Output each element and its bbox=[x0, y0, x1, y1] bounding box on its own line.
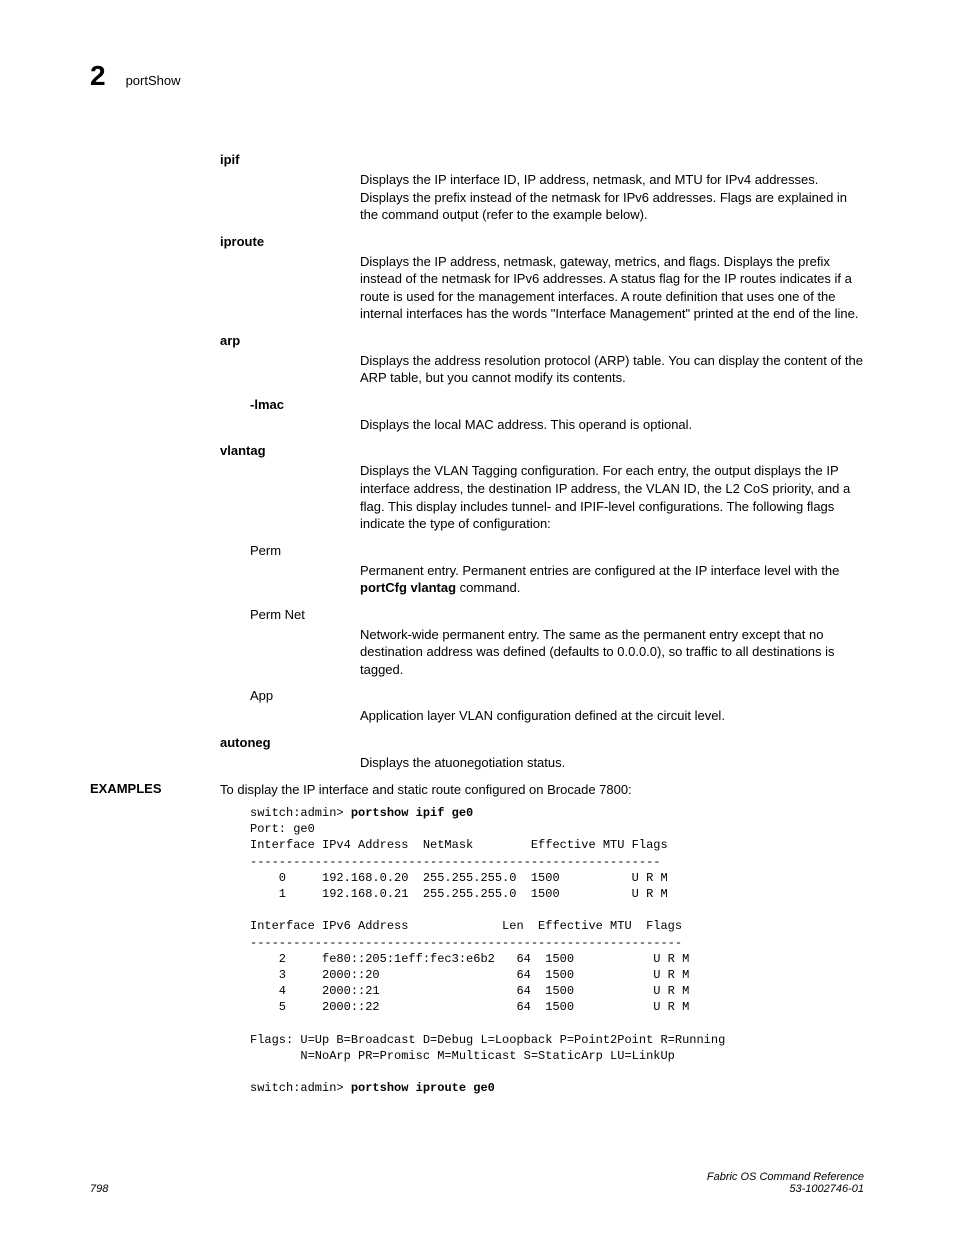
entry-perm: Perm Permanent entry. Permanent entries … bbox=[220, 543, 864, 597]
entry-perm-net: Perm Net Network-wide permanent entry. T… bbox=[220, 607, 864, 679]
page-header: 2 portShow bbox=[90, 60, 864, 92]
command: portshow iproute ge0 bbox=[351, 1081, 495, 1095]
entry-iproute: iproute Displays the IP address, netmask… bbox=[220, 234, 864, 323]
examples-intro: To display the IP interface and static r… bbox=[220, 781, 632, 799]
output: Port: ge0 Interface IPv4 Address NetMask… bbox=[250, 822, 725, 1063]
prompt: switch:admin> bbox=[250, 1081, 351, 1095]
prompt: switch:admin> bbox=[250, 806, 351, 820]
entry-app: App Application layer VLAN configuration… bbox=[220, 688, 864, 725]
term-definition: Displays the address resolution protocol… bbox=[360, 352, 864, 387]
term-definition: Application layer VLAN configuration def… bbox=[360, 707, 864, 725]
content-area: ipif Displays the IP interface ID, IP ad… bbox=[220, 152, 864, 1096]
term-label: -lmac bbox=[250, 397, 864, 412]
def-prefix: Permanent entry. Permanent entries are c… bbox=[360, 563, 839, 578]
term-definition: Displays the atuonegotiation status. bbox=[360, 754, 864, 772]
term-label: arp bbox=[220, 333, 864, 348]
term-definition: Permanent entry. Permanent entries are c… bbox=[360, 562, 864, 597]
entry-autoneg: autoneg Displays the atuonegotiation sta… bbox=[220, 735, 864, 772]
section-label: EXAMPLES bbox=[90, 781, 220, 796]
term-definition: Displays the local MAC address. This ope… bbox=[360, 416, 864, 434]
term-label: iproute bbox=[220, 234, 864, 249]
doc-number: 53-1002746-01 bbox=[707, 1183, 864, 1195]
examples-section: EXAMPLES To display the IP interface and… bbox=[220, 781, 864, 799]
def-suffix: command. bbox=[456, 580, 520, 595]
term-label: vlantag bbox=[220, 443, 864, 458]
term-definition: Displays the IP address, netmask, gatewa… bbox=[360, 253, 864, 323]
term-definition: Displays the IP interface ID, IP address… bbox=[360, 171, 864, 224]
code-block-1: switch:admin> portshow ipif ge0 Port: ge… bbox=[250, 805, 864, 1096]
term-label: Perm Net bbox=[250, 607, 864, 622]
entry-ipif: ipif Displays the IP interface ID, IP ad… bbox=[220, 152, 864, 224]
term-definition: Displays the VLAN Tagging configuration.… bbox=[360, 462, 864, 532]
page-number: 798 bbox=[90, 1183, 108, 1195]
doc-reference: Fabric OS Command Reference 53-1002746-0… bbox=[707, 1171, 864, 1195]
command: portshow ipif ge0 bbox=[351, 806, 473, 820]
term-label: Perm bbox=[250, 543, 864, 558]
term-label: autoneg bbox=[220, 735, 864, 750]
doc-title: Fabric OS Command Reference bbox=[707, 1171, 864, 1183]
term-label: App bbox=[250, 688, 864, 703]
term-definition: Network-wide permanent entry. The same a… bbox=[360, 626, 864, 679]
entry-vlantag: vlantag Displays the VLAN Tagging config… bbox=[220, 443, 864, 532]
entry-lmac: -lmac Displays the local MAC address. Th… bbox=[220, 397, 864, 434]
chapter-number: 2 bbox=[90, 60, 106, 92]
page-footer: 798 Fabric OS Command Reference 53-10027… bbox=[90, 1171, 864, 1195]
def-bold: portCfg vlantag bbox=[360, 580, 456, 595]
entry-arp: arp Displays the address resolution prot… bbox=[220, 333, 864, 387]
header-title: portShow bbox=[126, 73, 181, 88]
term-label: ipif bbox=[220, 152, 864, 167]
